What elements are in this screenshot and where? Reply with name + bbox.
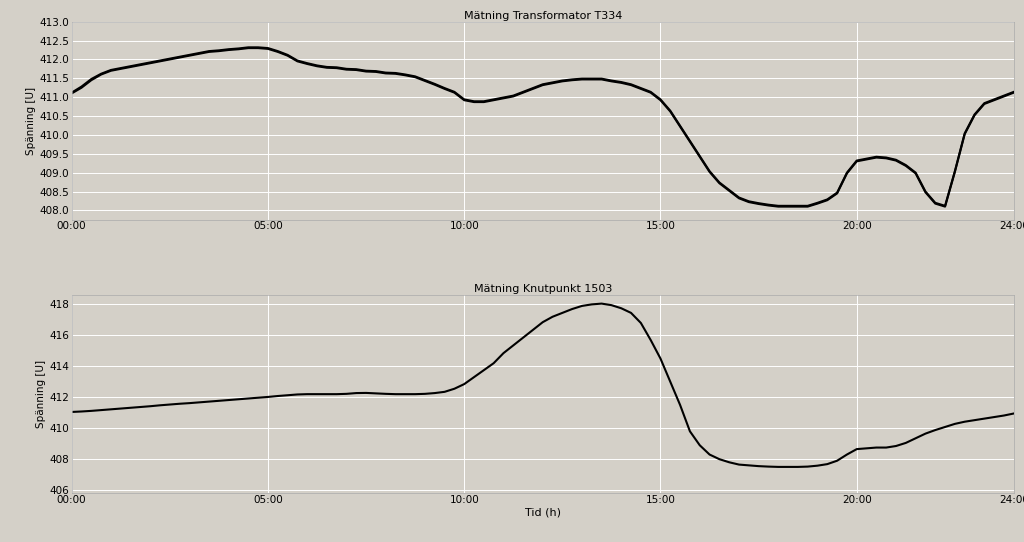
Y-axis label: Spänning [U]: Spänning [U] (27, 87, 36, 155)
X-axis label: Tid (h): Tid (h) (524, 507, 561, 518)
Title: Mätning Transformator T334: Mätning Transformator T334 (464, 11, 622, 21)
Y-axis label: Spänning [U]: Spänning [U] (36, 360, 46, 428)
Title: Mätning Knutpunkt 1503: Mätning Knutpunkt 1503 (473, 285, 612, 294)
